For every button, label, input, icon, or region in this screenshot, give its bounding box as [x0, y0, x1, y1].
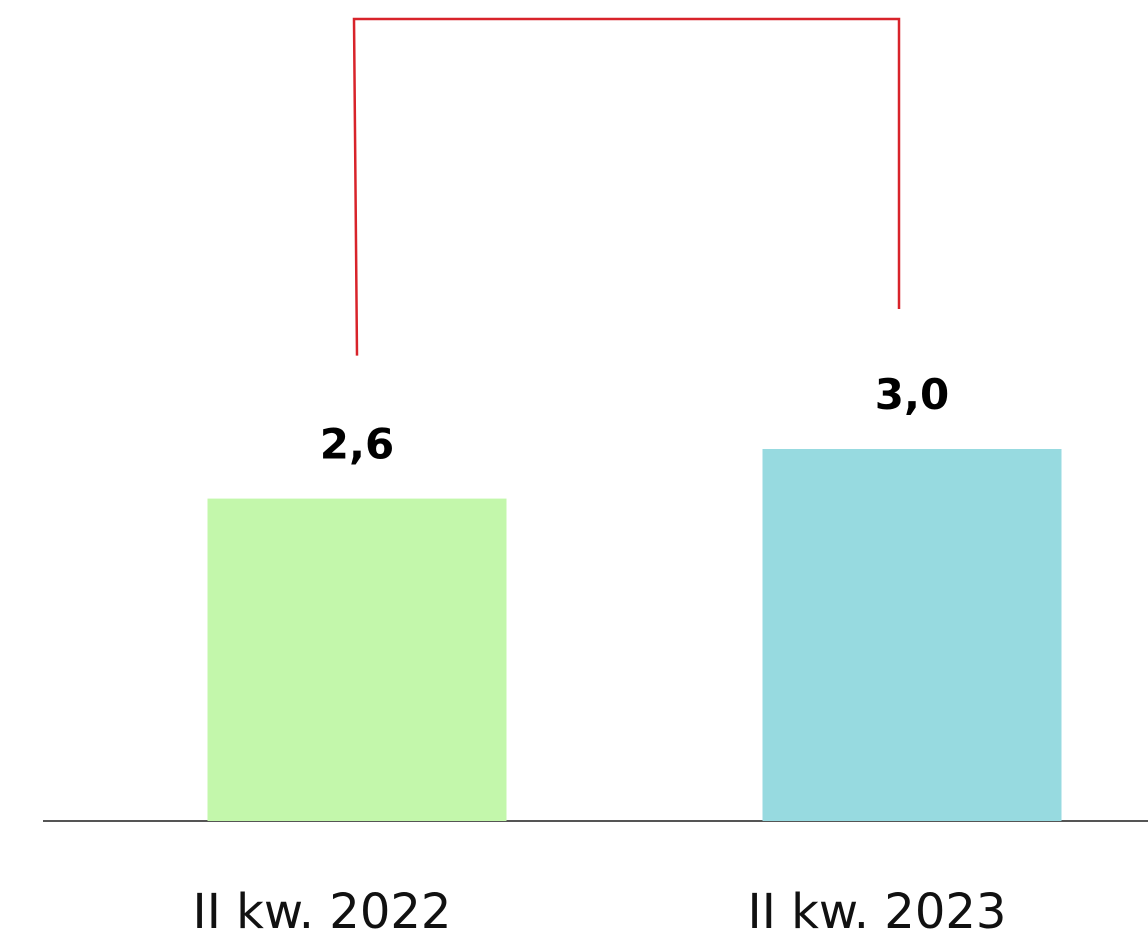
- bars-group: [207, 449, 1062, 821]
- value-label-1: 2,6: [320, 420, 394, 469]
- comparison-bracket: [352, 17, 901, 356]
- value-labels-group: 2,6 3,0: [320, 370, 949, 469]
- value-label-2: 3,0: [875, 370, 949, 419]
- category-label-2: II kw. 2023: [748, 884, 1007, 938]
- category-labels-group: II kw. 2022 II kw. 2023: [193, 884, 1007, 938]
- bar-2: [762, 449, 1062, 821]
- category-label-1: II kw. 2022: [193, 884, 452, 938]
- bar-1: [207, 498, 507, 821]
